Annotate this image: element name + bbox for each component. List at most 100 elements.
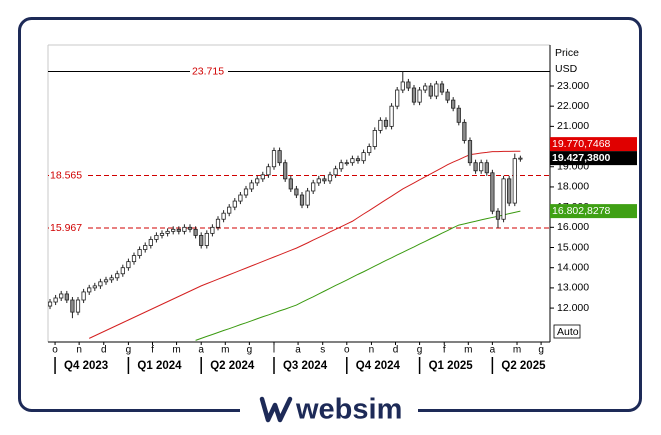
- candle-body: [507, 178, 512, 204]
- candle-body: [423, 85, 428, 91]
- candle-body: [260, 174, 265, 180]
- moving-average-line: [195, 210, 521, 341]
- x-tick-label: d: [393, 345, 399, 356]
- x-tick-label: o: [52, 345, 58, 356]
- candle-body: [120, 267, 125, 275]
- y-tick-label: 14.000: [557, 261, 589, 273]
- candle-body: [59, 293, 64, 299]
- candle-body: [518, 157, 523, 160]
- x-tick-label: s: [320, 345, 325, 356]
- candle-body: [355, 158, 361, 162]
- x-tick-label: a: [198, 345, 204, 356]
- candle-body: [445, 91, 450, 101]
- price-tag: [550, 204, 637, 219]
- candle-body: [389, 105, 394, 127]
- candle-body: [92, 285, 97, 289]
- y-tick-label: 12.000: [557, 302, 589, 314]
- candle-body: [411, 87, 417, 103]
- level-label-bg: [190, 65, 228, 78]
- candle-body: [227, 206, 232, 214]
- candle-body: [126, 261, 131, 269]
- x-tick-label: m: [513, 345, 521, 356]
- candle-body: [378, 119, 383, 131]
- candle-body: [266, 166, 271, 176]
- candle-body: [400, 81, 405, 91]
- x-tick-label: f: [443, 345, 446, 356]
- level-label: 23.715: [192, 65, 224, 77]
- plot-area: [48, 71, 550, 341]
- quarter-label: Q4 2024: [356, 360, 401, 372]
- y-tick-label: 23.000: [557, 80, 589, 92]
- moving-average-line: [88, 150, 521, 339]
- y-axis-unit: USD: [555, 63, 578, 75]
- frame: [18, 17, 642, 412]
- x-tick-label: g: [538, 345, 544, 356]
- candle-body: [350, 158, 355, 164]
- candle-body: [277, 150, 282, 164]
- x-tick-label: g: [247, 345, 253, 356]
- auto-button-label[interactable]: Auto: [557, 326, 579, 338]
- quarter-label: Q1 2025: [429, 360, 474, 372]
- candle-body: [199, 234, 204, 246]
- candle-body: [221, 212, 226, 220]
- candle-body: [428, 85, 433, 97]
- candle-body: [417, 89, 422, 103]
- candle-body: [143, 245, 148, 250]
- x-tick-label: f: [151, 345, 154, 356]
- candle-body: [81, 291, 86, 301]
- candle-body: [462, 121, 467, 141]
- candle-body: [64, 293, 69, 301]
- y-axis-title: Price: [555, 47, 579, 59]
- candle-body: [148, 239, 153, 246]
- candle-body: [294, 188, 299, 196]
- x-tick-label: m: [221, 345, 229, 356]
- x-tick-label: n: [76, 345, 82, 356]
- level-label-bg: [49, 221, 87, 234]
- candle-body: [103, 279, 109, 283]
- x-tick-label: g: [126, 345, 132, 356]
- candle-body: [305, 190, 310, 206]
- price-tag-label: 16.802,8278: [552, 205, 611, 217]
- candle-body: [311, 182, 316, 192]
- y-tick-label: 16.000: [557, 221, 589, 233]
- quarter-label: Q2 2025: [501, 360, 546, 372]
- level-label: 15.967: [50, 222, 82, 234]
- y-tick-label: 21.000: [557, 120, 589, 132]
- candle-body: [87, 287, 92, 293]
- candle-body: [439, 83, 445, 93]
- y-tick-label: 15.000: [557, 241, 589, 253]
- auto-button[interactable]: [553, 324, 581, 339]
- candle-body: [479, 162, 484, 172]
- y-tick-label: 18.000: [557, 181, 589, 193]
- price-tag: [550, 151, 637, 166]
- candle-body: [182, 226, 187, 232]
- level-label: 18.565: [50, 169, 82, 181]
- x-tick-label: a: [490, 345, 496, 356]
- candle-body: [187, 226, 193, 230]
- candle-body: [48, 301, 53, 307]
- candle-body: [434, 83, 439, 97]
- candle-body: [490, 172, 495, 212]
- x-tick-label: m: [172, 345, 180, 356]
- x-tick-label: l: [273, 345, 275, 356]
- quarter-label: Q1 2024: [137, 360, 182, 372]
- quarter-label: Q2 2024: [210, 360, 255, 372]
- candle-body: [283, 162, 288, 180]
- candle-body: [75, 299, 81, 313]
- price-tag-label: 19.770,7468: [552, 138, 611, 150]
- candle-body: [70, 299, 75, 313]
- candle-body: [215, 218, 221, 228]
- x-tick-label: o: [344, 345, 350, 356]
- candle-body: [372, 130, 377, 147]
- candle-body: [456, 107, 461, 123]
- candle-body: [165, 230, 170, 234]
- candle-body: [467, 140, 473, 164]
- candle-body: [232, 200, 237, 208]
- overlay: 12.00013.00014.00015.00016.00017.00018.0…: [49, 65, 637, 374]
- candle-body: [327, 174, 333, 182]
- quarter-label: Q3 2024: [283, 360, 328, 372]
- candle-body: [53, 297, 58, 303]
- candle-body: [193, 228, 198, 236]
